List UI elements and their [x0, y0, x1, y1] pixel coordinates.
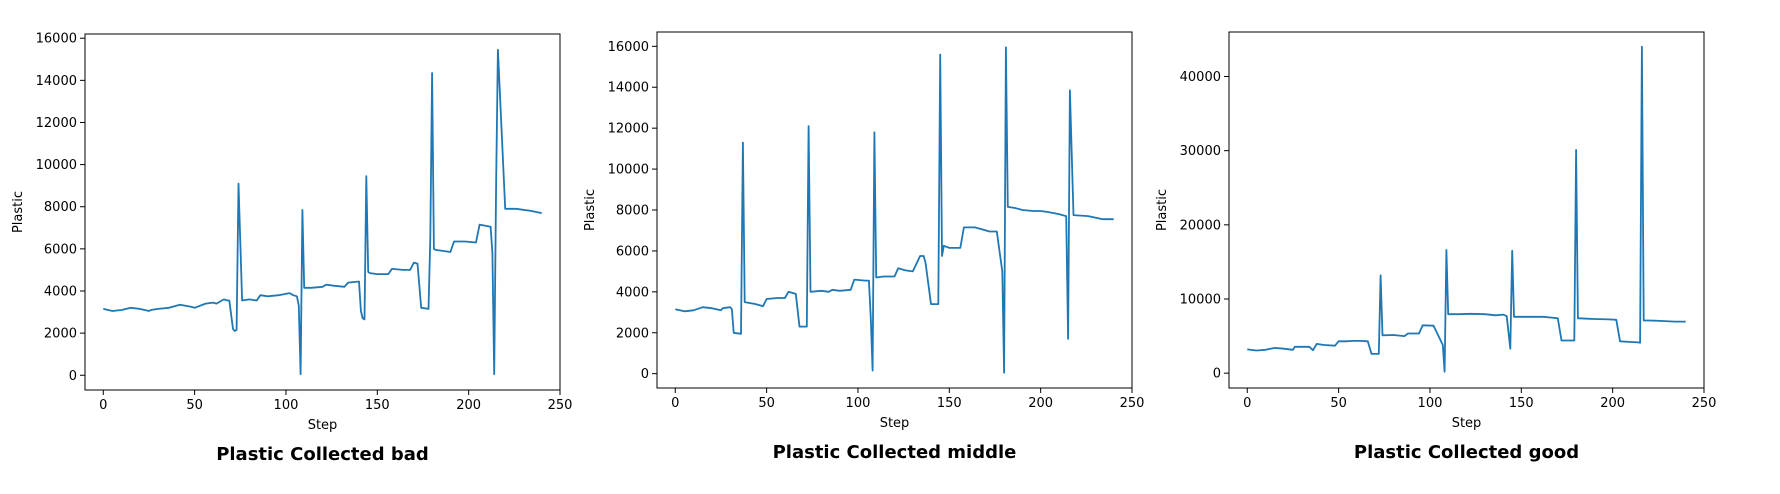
x-tick-label: 150: [937, 396, 962, 411]
y-tick-label: 40000: [1180, 70, 1221, 85]
y-tick-label: 0: [1213, 367, 1221, 382]
y-tick-label: 12000: [608, 122, 649, 137]
y-tick-label: 4000: [616, 285, 649, 300]
x-tick-label: 0: [1243, 396, 1251, 411]
y-tick-label: 12000: [36, 116, 77, 131]
y-tick-label: 2000: [44, 327, 77, 342]
x-tick-label: 200: [456, 398, 481, 413]
y-tick-label: 16000: [36, 32, 77, 47]
y-tick-label: 10000: [608, 163, 649, 178]
x-axis-label: Step: [308, 418, 338, 433]
y-axis-label: Plastic: [1155, 189, 1170, 231]
plot-frame: [84, 33, 561, 391]
x-tick-label: 150: [1509, 396, 1534, 411]
plot-frame: [1228, 31, 1705, 389]
x-tick-label: 100: [1418, 396, 1443, 411]
y-tick-label: 4000: [44, 284, 77, 299]
x-tick-label: 50: [186, 398, 203, 413]
chart-panel: 0 50 100 150 200 250 0 2000 4000 6000 8000 10000 120…: [583, 31, 1145, 463]
y-tick-label: 0: [69, 369, 77, 384]
chart-panel: 0 50 100 150 200 250 0 2000 4000 6000 8000 10000 120…: [11, 32, 572, 465]
y-tick-label: 6000: [616, 244, 649, 259]
chart-title: Plastic Collected good: [1354, 442, 1579, 463]
x-tick-label: 200: [1600, 396, 1625, 411]
x-tick-label: 250: [548, 398, 573, 413]
x-tick-label: 150: [365, 398, 390, 413]
plot-frame: [656, 31, 1133, 389]
y-tick-label: 14000: [36, 74, 77, 89]
x-axis-label: Step: [1452, 416, 1482, 431]
y-tick-label: 6000: [44, 242, 77, 257]
y-tick-label: 20000: [1180, 218, 1221, 233]
chart-panel: 0 50 100 150 200 250 0 10000 20000 30000 40000 Step…: [1155, 31, 1717, 463]
x-axis-label: Step: [880, 416, 910, 431]
y-tick-label: 14000: [608, 81, 649, 96]
y-tick-label: 30000: [1180, 144, 1221, 159]
x-tick-label: 250: [1120, 396, 1145, 411]
x-tick-label: 0: [671, 396, 679, 411]
y-tick-label: 8000: [44, 200, 77, 215]
x-tick-label: 100: [846, 396, 871, 411]
y-tick-label: 10000: [36, 158, 77, 173]
series-line: [1247, 45, 1686, 373]
y-tick-label: 2000: [616, 326, 649, 341]
x-tick-label: 100: [274, 398, 299, 413]
x-tick-label: 250: [1692, 396, 1717, 411]
chart-title: Plastic Collected bad: [216, 444, 429, 465]
x-tick-label: 200: [1028, 396, 1053, 411]
y-axis-label: Plastic: [11, 191, 26, 233]
y-tick-label: 0: [641, 367, 649, 382]
series-line: [103, 48, 542, 376]
x-tick-label: 0: [99, 398, 107, 413]
y-tick-label: 10000: [1180, 293, 1221, 308]
x-tick-label: 50: [1330, 396, 1347, 411]
y-tick-label: 8000: [616, 204, 649, 219]
y-tick-label: 16000: [608, 40, 649, 55]
series-line: [675, 46, 1114, 374]
chart-title: Plastic Collected middle: [773, 442, 1017, 463]
x-tick-label: 50: [758, 396, 775, 411]
y-axis-label: Plastic: [583, 189, 598, 231]
